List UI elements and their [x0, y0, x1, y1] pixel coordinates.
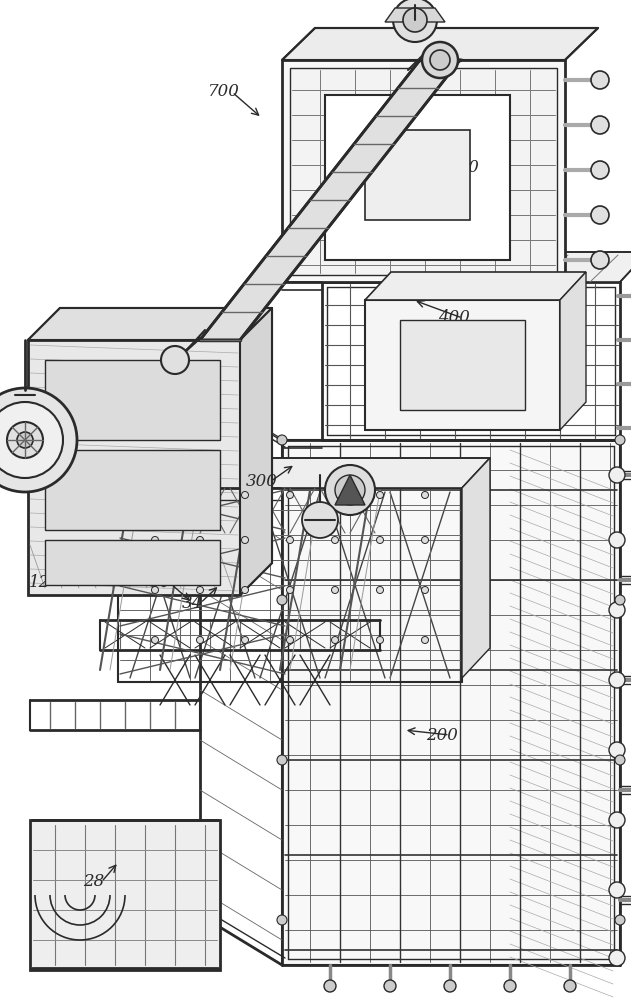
- Circle shape: [17, 432, 33, 448]
- Polygon shape: [28, 308, 272, 340]
- Circle shape: [403, 8, 427, 32]
- Circle shape: [591, 161, 609, 179]
- Circle shape: [242, 536, 249, 544]
- Circle shape: [422, 536, 428, 544]
- Polygon shape: [335, 475, 365, 505]
- Circle shape: [196, 536, 204, 544]
- Circle shape: [286, 536, 293, 544]
- Polygon shape: [365, 300, 560, 430]
- Circle shape: [591, 71, 609, 89]
- Text: 34: 34: [182, 594, 203, 611]
- Circle shape: [591, 206, 609, 224]
- Circle shape: [609, 602, 625, 618]
- Circle shape: [377, 637, 384, 644]
- Circle shape: [7, 422, 43, 458]
- Text: 500: 500: [448, 159, 480, 176]
- Polygon shape: [282, 440, 620, 965]
- Polygon shape: [240, 308, 272, 595]
- Polygon shape: [30, 820, 220, 970]
- Polygon shape: [45, 540, 220, 585]
- Circle shape: [564, 980, 576, 992]
- Circle shape: [377, 491, 384, 498]
- Circle shape: [609, 812, 625, 828]
- Circle shape: [615, 595, 625, 605]
- Circle shape: [335, 475, 365, 505]
- Circle shape: [0, 402, 63, 478]
- Circle shape: [393, 0, 437, 42]
- Circle shape: [286, 637, 293, 644]
- Polygon shape: [365, 272, 586, 300]
- Circle shape: [615, 755, 625, 765]
- Circle shape: [331, 637, 338, 644]
- Polygon shape: [282, 60, 565, 282]
- Circle shape: [277, 755, 287, 765]
- Circle shape: [286, 491, 293, 498]
- Text: 30: 30: [150, 574, 172, 590]
- Polygon shape: [560, 272, 586, 430]
- Circle shape: [422, 586, 428, 593]
- Circle shape: [302, 502, 338, 538]
- Circle shape: [609, 950, 625, 966]
- Circle shape: [615, 915, 625, 925]
- Polygon shape: [200, 60, 460, 340]
- Circle shape: [422, 491, 428, 498]
- Polygon shape: [322, 252, 631, 282]
- Circle shape: [609, 532, 625, 548]
- Circle shape: [151, 637, 158, 644]
- Polygon shape: [28, 340, 240, 595]
- Circle shape: [430, 50, 450, 70]
- Circle shape: [422, 637, 428, 644]
- Text: 700: 700: [208, 84, 240, 101]
- Circle shape: [609, 467, 625, 483]
- Circle shape: [324, 980, 336, 992]
- Circle shape: [444, 980, 456, 992]
- Circle shape: [277, 915, 287, 925]
- Circle shape: [242, 586, 249, 593]
- Circle shape: [331, 491, 338, 498]
- Circle shape: [609, 882, 625, 898]
- Circle shape: [609, 742, 625, 758]
- Circle shape: [331, 586, 338, 593]
- Polygon shape: [282, 28, 598, 60]
- Text: 200: 200: [426, 726, 457, 744]
- Circle shape: [151, 536, 158, 544]
- Circle shape: [151, 586, 158, 593]
- Circle shape: [196, 637, 204, 644]
- Text: 300: 300: [246, 474, 278, 490]
- Circle shape: [161, 346, 189, 374]
- Text: 28: 28: [83, 874, 104, 890]
- Circle shape: [591, 116, 609, 134]
- Circle shape: [277, 595, 287, 605]
- Circle shape: [151, 491, 158, 498]
- Polygon shape: [365, 130, 470, 220]
- Text: 600: 600: [78, 379, 109, 396]
- Polygon shape: [290, 68, 557, 275]
- Circle shape: [422, 42, 458, 78]
- Circle shape: [377, 536, 384, 544]
- Text: 12: 12: [28, 574, 50, 590]
- Polygon shape: [325, 95, 510, 260]
- Polygon shape: [45, 450, 220, 530]
- Circle shape: [377, 586, 384, 593]
- Circle shape: [196, 586, 204, 593]
- Circle shape: [591, 251, 609, 269]
- Polygon shape: [118, 458, 490, 488]
- Circle shape: [0, 388, 77, 492]
- Circle shape: [242, 637, 249, 644]
- Circle shape: [609, 672, 625, 688]
- Polygon shape: [385, 8, 445, 22]
- Circle shape: [384, 980, 396, 992]
- Text: 400: 400: [439, 310, 470, 326]
- Circle shape: [615, 435, 625, 445]
- Circle shape: [196, 491, 204, 498]
- Polygon shape: [45, 360, 220, 440]
- Circle shape: [325, 465, 375, 515]
- Polygon shape: [462, 458, 490, 678]
- Circle shape: [504, 980, 516, 992]
- Circle shape: [242, 491, 249, 498]
- Polygon shape: [400, 320, 525, 410]
- Circle shape: [277, 435, 287, 445]
- Circle shape: [331, 536, 338, 544]
- Circle shape: [286, 586, 293, 593]
